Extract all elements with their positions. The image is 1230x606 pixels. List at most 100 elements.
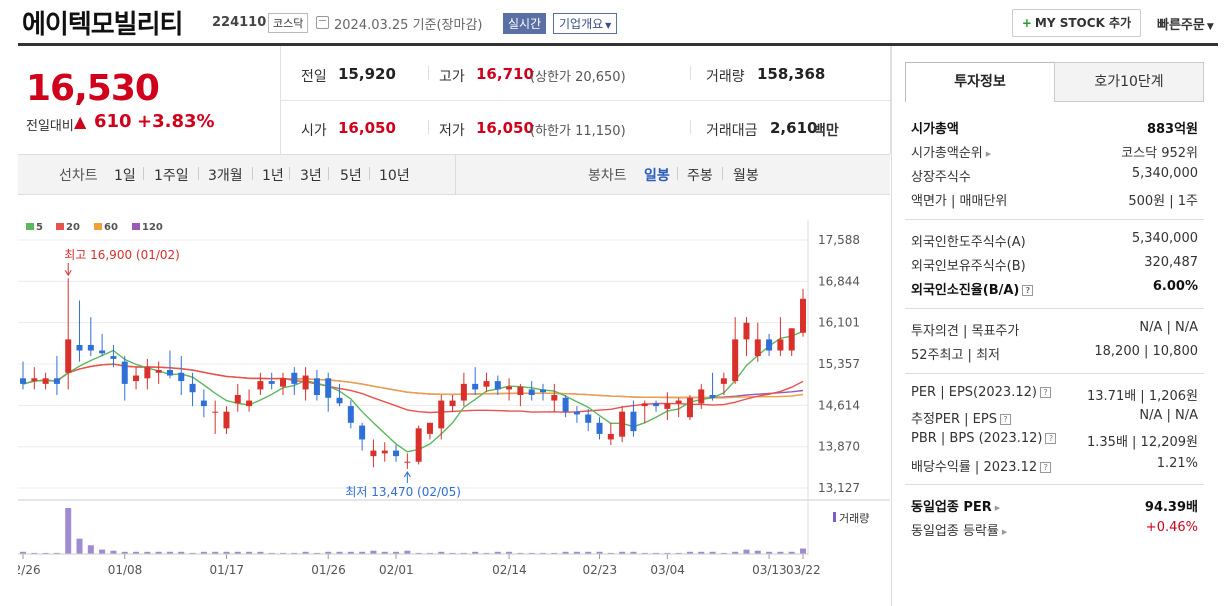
tab-invest-info[interactable]: 투자정보 (905, 62, 1055, 102)
mystock-add-button[interactable]: + MY STOCK 추가 (1012, 9, 1141, 37)
info-row: 투자의견 | 목표주가 N/A | N/A (911, 320, 1198, 342)
high-value: 16,710 (476, 65, 534, 83)
volume-bar (449, 552, 456, 554)
volume-bar (302, 551, 309, 554)
help-icon[interactable]: ? (1040, 462, 1052, 473)
legend-swatch-20 (56, 223, 64, 230)
divider (677, 167, 678, 180)
candle-daily[interactable]: 일봉 (644, 168, 670, 184)
info-row: 추정PER | EPS? N/A | N/A (911, 408, 1198, 430)
candle-body (528, 389, 535, 395)
quick-order-label: 빠른주문 (1157, 18, 1205, 33)
candle-body (506, 386, 513, 390)
candle-body (212, 411, 219, 413)
divider (252, 167, 253, 180)
volume-bar (370, 550, 377, 554)
volume-bar (268, 552, 275, 554)
y-tick-label: 13,127 (818, 481, 860, 495)
candle-body (415, 428, 422, 462)
candle-body (302, 375, 309, 390)
info-row[interactable]: 시가총액순위 ▶ 코스닥 952위 (911, 142, 1198, 164)
x-tick-label: 01/08 (108, 563, 143, 577)
candle-body (494, 381, 501, 390)
week52-value: 18,200 | 10,800 (1094, 344, 1198, 359)
candle-weekly[interactable]: 주봉 (687, 168, 713, 184)
prev-close-label: 전일 (301, 69, 327, 85)
market-cap-label: 시가총액 (911, 122, 959, 137)
period-10y[interactable]: 10년 (379, 168, 410, 184)
foreign-ratio-value: 6.00% (1152, 279, 1198, 294)
candle-body (720, 378, 727, 384)
volume-bar (65, 508, 72, 554)
est-per-value: N/A | N/A (1139, 408, 1198, 423)
candle-body (53, 378, 60, 384)
help-icon[interactable]: ? (1045, 433, 1057, 444)
upper-limit-text: (상한가 20,650) (530, 70, 626, 85)
info-row: 시가총액 883억원 (911, 118, 1198, 140)
volume-bar (359, 551, 366, 554)
candle-body (155, 369, 162, 373)
volume-bar (709, 551, 716, 554)
info-row: PER | EPS(2023.12)? 13.71배 | 1,206원 (911, 385, 1198, 407)
chart-grid (18, 220, 890, 555)
amount-label: 거래대금 (706, 123, 758, 139)
candle-body (449, 400, 456, 407)
x-tick-label: 01/17 (209, 563, 244, 577)
period-3y[interactable]: 3년 (300, 168, 322, 184)
candle-body (76, 344, 83, 351)
arrow-right-icon: ▶ (1001, 527, 1008, 536)
candle-monthly[interactable]: 월봉 (733, 168, 759, 184)
help-icon[interactable]: ? (999, 414, 1011, 425)
candle-body (347, 406, 354, 423)
header-divider (18, 43, 1218, 46)
candle-chart-label: 봉차트 (588, 168, 627, 184)
x-tick-label: 03/04 (650, 563, 685, 577)
sector-change-value: +0.46% (1145, 520, 1198, 535)
candle-body (257, 381, 264, 390)
volume-bar (562, 551, 569, 554)
help-icon[interactable]: ? (1022, 285, 1034, 296)
candle-body (20, 378, 26, 384)
volume-bar (42, 552, 49, 554)
legend-swatch-60 (94, 223, 102, 230)
realtime-button[interactable]: 실시간 (503, 13, 547, 34)
volume-bar (686, 551, 693, 554)
info-row: 배당수익률 | 2023.12? 1.21% (911, 456, 1198, 478)
candles (20, 278, 806, 469)
help-icon[interactable]: ? (1039, 387, 1051, 398)
volume-bar (675, 552, 682, 554)
period-1y[interactable]: 1년 (262, 168, 284, 184)
low-annotation: 최저 13,470 (02/05) (345, 485, 461, 499)
info-row[interactable]: 동일업종 등락률 ▶ +0.46% (911, 520, 1198, 542)
y-tick-label: 15,357 (818, 357, 860, 371)
lower-limit-text: (하한가 11,150) (530, 124, 626, 139)
candle-body (641, 403, 648, 407)
period-1w[interactable]: 1주일 (154, 168, 189, 184)
period-1d[interactable]: 1일 (114, 168, 136, 184)
volume-bar (200, 551, 207, 554)
volume-bar (664, 552, 671, 554)
period-bar (18, 154, 890, 195)
info-row: 외국인보유주식수(B) 320,487 (911, 255, 1198, 277)
period-3m[interactable]: 3개월 (208, 168, 243, 184)
quick-order-button[interactable]: 빠른주문 ▼ (1157, 14, 1214, 33)
period-5y[interactable]: 5년 (340, 168, 362, 184)
candle-body (381, 450, 388, 454)
volume-bar (178, 551, 185, 554)
candle-body (280, 378, 286, 387)
volume-bar (189, 552, 196, 554)
y-tick-label: 17,588 (818, 233, 860, 247)
foreign-held-label: 외국인보유주식수(B) (911, 259, 1026, 274)
caret-down-icon: ▼ (605, 21, 612, 30)
volume-bar (415, 552, 422, 554)
tab-orderbook[interactable]: 호가10단계 (1054, 62, 1204, 102)
info-row[interactable]: 동일업종 PER ▶ 94.39배 (911, 496, 1198, 518)
candle-body (686, 397, 693, 418)
price-chart[interactable]: 5 20 60 120 최고 16,900 (01/02) 최저 13,470 (02/… (18, 210, 890, 600)
volume-label: 거래량 (839, 512, 869, 525)
x-tick-label: 01/26 (311, 563, 346, 577)
volume-bar (698, 551, 705, 554)
candle-body (87, 344, 94, 351)
company-overview-dropdown[interactable]: 기업개요 ▼ (553, 13, 618, 34)
divider (905, 484, 1204, 485)
